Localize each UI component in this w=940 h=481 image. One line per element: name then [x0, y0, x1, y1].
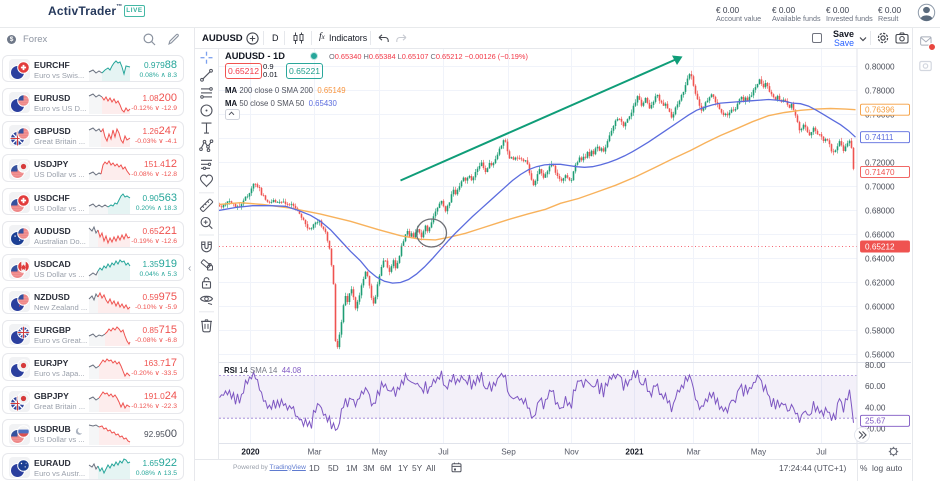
svg-text:0.62000: 0.62000	[865, 278, 895, 287]
svg-text:2021: 2021	[625, 447, 644, 456]
svg-text:0.65212: 0.65212	[865, 242, 895, 251]
svg-text:40.00: 40.00	[865, 403, 886, 412]
svg-text:0.76396: 0.76396	[865, 105, 895, 114]
svg-text:0.72000: 0.72000	[865, 158, 895, 167]
svg-text:Jul: Jul	[438, 447, 449, 456]
svg-text:May: May	[750, 447, 766, 456]
svg-text:25.67: 25.67	[865, 416, 886, 425]
svg-text:Mar: Mar	[686, 447, 700, 456]
svg-text:0.78000: 0.78000	[865, 86, 895, 95]
svg-text:0.80000: 0.80000	[865, 62, 895, 71]
svg-text:0.71470: 0.71470	[865, 167, 895, 176]
svg-text:Mar: Mar	[307, 447, 321, 456]
svg-text:80.00: 80.00	[865, 360, 886, 369]
svg-text:0.60000: 0.60000	[865, 302, 895, 311]
svg-text:0.66000: 0.66000	[865, 230, 895, 239]
svg-text:Sep: Sep	[501, 447, 516, 456]
svg-text:0.64000: 0.64000	[865, 254, 895, 263]
svg-text:0.56000: 0.56000	[865, 350, 895, 359]
svg-text:0.70000: 0.70000	[865, 182, 895, 191]
svg-text:0.68000: 0.68000	[865, 206, 895, 215]
svg-text:20.00: 20.00	[865, 424, 886, 433]
svg-text:2020: 2020	[241, 447, 260, 456]
svg-text:Nov: Nov	[564, 447, 579, 456]
svg-text:0.58000: 0.58000	[865, 326, 895, 335]
svg-text:0.74111: 0.74111	[865, 133, 894, 142]
svg-text:Jul: Jul	[816, 447, 827, 456]
svg-text:May: May	[371, 447, 387, 456]
svg-text:60.00: 60.00	[865, 382, 886, 391]
